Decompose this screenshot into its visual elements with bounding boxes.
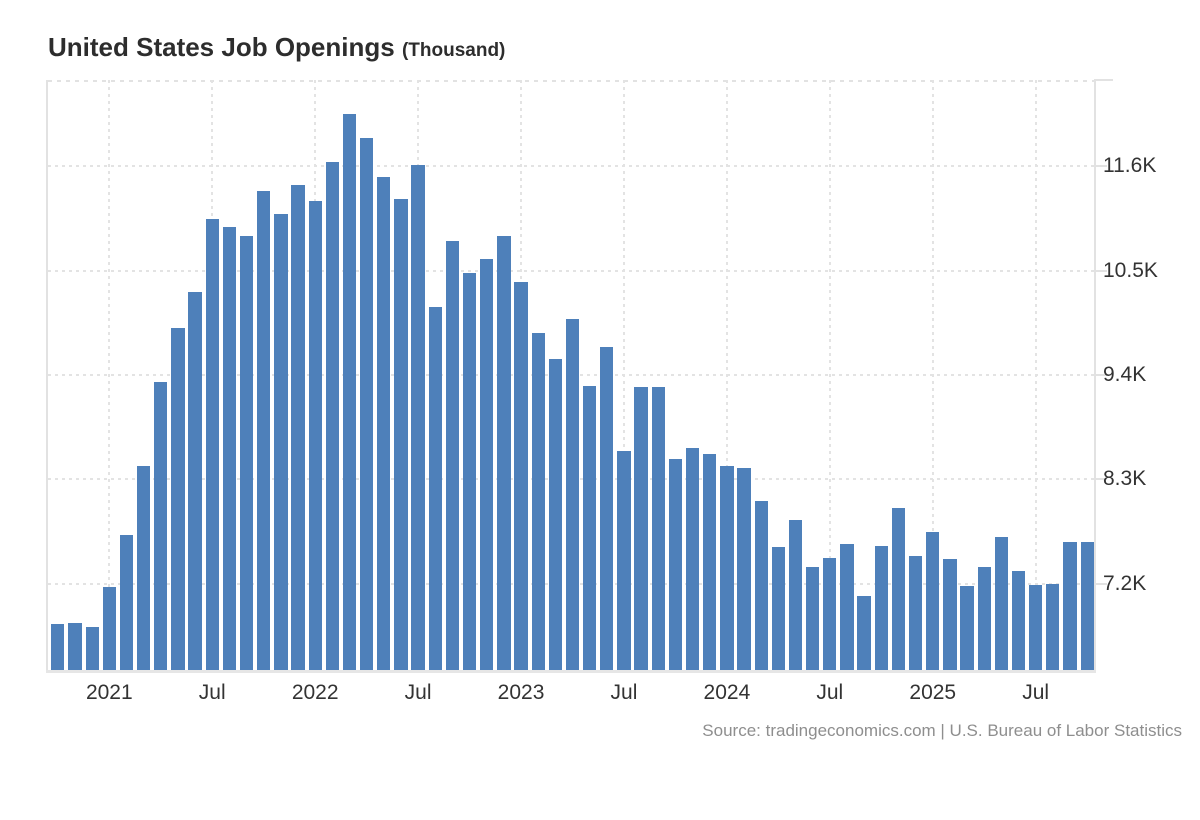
chart-bar[interactable] (154, 381, 168, 670)
chart-bar[interactable] (685, 448, 700, 670)
chart-bar[interactable] (359, 137, 374, 670)
chart-bar[interactable] (274, 213, 288, 670)
chart-bar[interactable] (85, 627, 99, 670)
gridline-h (48, 269, 1094, 272)
chart-bar[interactable] (943, 559, 957, 670)
chart-bar[interactable] (668, 459, 683, 670)
chart-bar[interactable] (394, 198, 408, 670)
chart-bar[interactable] (634, 387, 648, 670)
y-tick-label: 9.4K (1103, 363, 1147, 386)
source-credit: Source: tradingeconomics.com | U.S. Bure… (702, 721, 1182, 740)
y-tick-mark (1094, 374, 1107, 376)
gridline-v (828, 80, 831, 670)
chart-bar[interactable] (754, 501, 768, 670)
chart-bar[interactable] (239, 235, 254, 670)
x-tick-label: 2024 (703, 681, 751, 704)
chart-bar[interactable] (497, 235, 511, 670)
x-tick-label: Jul (816, 681, 844, 704)
gridline-v (725, 80, 728, 670)
chart-bar[interactable] (823, 558, 837, 670)
chart-bar[interactable] (548, 358, 562, 670)
chart-title-unit: (Thousand) (401, 40, 506, 61)
chart-bar[interactable] (308, 201, 322, 670)
chart-bar[interactable] (291, 185, 305, 670)
chart-bar[interactable] (136, 466, 151, 670)
x-tick-label: 2025 (909, 681, 957, 704)
chart-bar[interactable] (840, 543, 854, 670)
y-tick-mark (1094, 165, 1107, 168)
chart-bar[interactable] (377, 176, 391, 670)
y-axis-top-tick (1094, 79, 1113, 81)
gridline-v (108, 80, 111, 670)
chart-bar[interactable] (462, 272, 477, 670)
chart-bar[interactable] (1063, 541, 1077, 670)
chart-bar[interactable] (325, 161, 339, 670)
chart-bar[interactable] (926, 531, 940, 670)
y-tick-label: 8.3K (1103, 467, 1147, 491)
x-tick-label: Jul (198, 681, 226, 704)
y-axis-left-line (46, 80, 48, 670)
chart-bar[interactable] (977, 566, 991, 670)
gridline-v (931, 80, 934, 670)
chart-bar[interactable] (428, 306, 442, 670)
chart-bar[interactable] (617, 450, 631, 670)
chart-bar[interactable] (771, 546, 785, 670)
x-tick-label: 2022 (291, 681, 339, 704)
chart-bar[interactable] (51, 624, 65, 670)
chart-bar[interactable] (445, 241, 460, 670)
chart-bar[interactable] (583, 386, 597, 670)
chart-bar[interactable] (257, 190, 271, 670)
chart-bar[interactable] (188, 292, 202, 670)
chart-bar[interactable] (737, 467, 751, 670)
chart-title-text: United States Job Openings (48, 32, 395, 62)
chart-bar[interactable] (205, 218, 219, 670)
chart-bar[interactable] (891, 507, 906, 670)
chart-bar[interactable] (531, 333, 545, 670)
chart-bar[interactable] (874, 545, 888, 670)
y-tick-mark (1094, 478, 1107, 481)
chart-bar[interactable] (565, 319, 580, 670)
chart-bar[interactable] (651, 387, 665, 670)
chart-bar[interactable] (514, 282, 528, 670)
chart-bar[interactable] (788, 520, 803, 670)
chart-bar[interactable] (703, 453, 717, 670)
x-tick-label: 2021 (85, 681, 133, 704)
chart-bar[interactable] (960, 585, 974, 670)
gridline-v (1034, 80, 1037, 670)
x-tick-label: 2023 (497, 681, 545, 704)
chart-bar[interactable] (1080, 541, 1094, 670)
chart-bar[interactable] (480, 259, 494, 670)
chart-title: United States Job Openings (Thousand) (48, 32, 505, 63)
y-tick-mark (1094, 269, 1107, 272)
gridline-h (48, 165, 1094, 168)
x-tick-label: Jul (1022, 681, 1050, 704)
y-tick-label: 10.5K (1103, 258, 1158, 282)
chart-bar[interactable] (1011, 571, 1026, 670)
chart-bar[interactable] (411, 165, 425, 670)
chart-bar[interactable] (908, 556, 923, 670)
plot-area (46, 80, 1096, 673)
y-tick-mark (1094, 582, 1107, 585)
chart-bar[interactable] (119, 535, 134, 670)
y-tick-label: 11.6K (1103, 154, 1157, 178)
chart-bar[interactable] (720, 466, 734, 670)
chart-bar[interactable] (994, 537, 1009, 670)
x-axis-line (46, 670, 1096, 673)
chart-bar[interactable] (1046, 583, 1060, 670)
chart-bar[interactable] (68, 622, 82, 670)
x-tick-label: Jul (610, 681, 638, 704)
chart-bar[interactable] (1029, 584, 1043, 670)
chart-bar[interactable] (857, 596, 871, 670)
chart-bar[interactable] (600, 346, 614, 670)
gridline-v (622, 80, 625, 670)
y-tick-label: 7.2K (1103, 571, 1147, 595)
chart-bar[interactable] (102, 587, 116, 670)
plot-border-top (48, 80, 1094, 82)
x-tick-label: Jul (404, 681, 432, 704)
chart-bar[interactable] (222, 227, 237, 670)
chart-bar[interactable] (171, 327, 185, 670)
chart-bar[interactable] (806, 566, 820, 670)
chart-bar[interactable] (342, 114, 357, 670)
